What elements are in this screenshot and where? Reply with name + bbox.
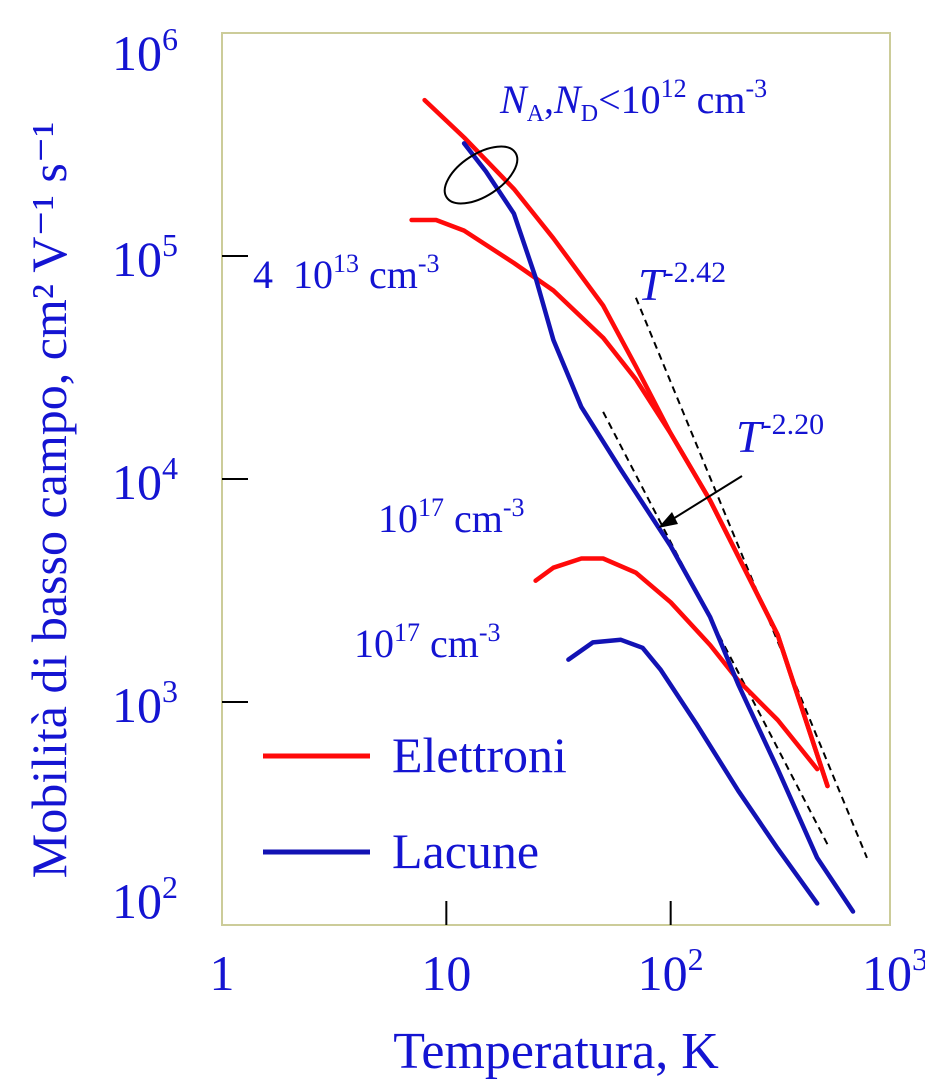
- series-holes-4: [566, 637, 820, 906]
- label-doping-17-electrons: 1017 cm-3: [378, 493, 525, 541]
- series-electrons-2: [533, 556, 820, 772]
- y-axis-title: Mobilità di basso campo, cm² V⁻¹ s⁻¹: [21, 122, 77, 879]
- y-tick-label: 105: [112, 227, 178, 287]
- x-tick-label: 102: [638, 941, 704, 1001]
- x-tick-label: 1: [210, 945, 235, 1001]
- label-doping-17-holes: 1017 cm-3: [354, 618, 501, 666]
- legend: Elettroni Lacune: [263, 727, 567, 879]
- x-tick-label: 10: [421, 945, 471, 1001]
- x-axis-title: Temperatura, K: [393, 1023, 719, 1080]
- legend-label-electrons: Elettroni: [392, 727, 567, 783]
- x-tick-label: 103: [862, 941, 925, 1001]
- series-electrons-1: [409, 217, 830, 789]
- arrow-t220: [658, 475, 743, 528]
- series-lines: [409, 97, 856, 914]
- series-holes-3: [461, 141, 856, 914]
- y-tick-label: 103: [112, 673, 178, 733]
- label-pure-doping: NA,ND<1012 cm-3: [499, 74, 767, 127]
- y-tick-label: 104: [112, 450, 178, 510]
- label-t220: T-2.20: [736, 408, 824, 462]
- y-tick-label: 102: [112, 869, 178, 929]
- y-axis-ticks: [222, 255, 248, 703]
- pure-material-ellipse: [443, 145, 519, 205]
- series-electrons-0: [422, 97, 830, 789]
- legend-label-holes: Lacune: [392, 823, 539, 879]
- x-axis-ticks: [445, 901, 672, 925]
- x-axis-tick-labels: 1 10 102 103: [210, 941, 925, 1001]
- y-axis-tick-labels: 102 103 104 105 106: [112, 21, 178, 929]
- label-doping-13: 4 1013 cm-3: [253, 249, 440, 297]
- y-tick-label: 106: [112, 21, 178, 81]
- label-t242: T-2.42: [638, 256, 726, 310]
